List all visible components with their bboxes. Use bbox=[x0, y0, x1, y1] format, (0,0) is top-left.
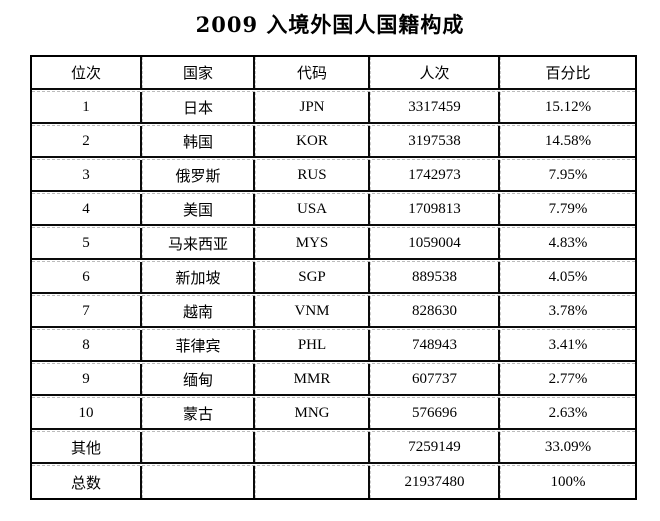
table-row-total: 总数 21937480 100% bbox=[32, 465, 635, 498]
cell-code bbox=[255, 432, 370, 462]
cell-count: 889538 bbox=[370, 262, 500, 292]
cell-rank: 9 bbox=[32, 364, 142, 394]
header-cell-country: 国家 bbox=[142, 57, 255, 88]
cell-percent: 33.09% bbox=[500, 432, 635, 462]
cell-country: 菲律宾 bbox=[142, 330, 255, 360]
cell-count: 828630 bbox=[370, 296, 500, 326]
cell-code: JPN bbox=[255, 92, 370, 122]
cell-percent: 7.79% bbox=[500, 194, 635, 224]
cell-code: MNG bbox=[255, 398, 370, 428]
cell-code: RUS bbox=[255, 160, 370, 190]
cell-rank: 8 bbox=[32, 330, 142, 360]
table-row: 10 蒙古 MNG 576696 2.63% bbox=[32, 397, 635, 430]
cell-code: MMR bbox=[255, 364, 370, 394]
cell-rank: 2 bbox=[32, 126, 142, 156]
cell-percent: 2.63% bbox=[500, 398, 635, 428]
cell-code: KOR bbox=[255, 126, 370, 156]
cell-code: VNM bbox=[255, 296, 370, 326]
table-row: 5 马来西亚 MYS 1059004 4.83% bbox=[32, 227, 635, 260]
cell-count: 3317459 bbox=[370, 92, 500, 122]
table-row: 8 菲律宾 PHL 748943 3.41% bbox=[32, 329, 635, 362]
cell-count: 576696 bbox=[370, 398, 500, 428]
cell-percent: 15.12% bbox=[500, 92, 635, 122]
cell-country: 韩国 bbox=[142, 126, 255, 156]
cell-rank: 5 bbox=[32, 228, 142, 258]
cell-country: 日本 bbox=[142, 92, 255, 122]
cell-count: 607737 bbox=[370, 364, 500, 394]
table-row: 6 新加坡 SGP 889538 4.05% bbox=[32, 261, 635, 294]
cell-percent: 2.77% bbox=[500, 364, 635, 394]
cell-count: 1709813 bbox=[370, 194, 500, 224]
cell-country: 美国 bbox=[142, 194, 255, 224]
cell-country: 马来西亚 bbox=[142, 228, 255, 258]
cell-country: 蒙古 bbox=[142, 398, 255, 428]
page-title: 2009 入境外国人国籍构成 bbox=[195, 12, 465, 37]
cell-percent: 7.95% bbox=[500, 160, 635, 190]
cell-code: MYS bbox=[255, 228, 370, 258]
cell-percent: 4.05% bbox=[500, 262, 635, 292]
cell-code: USA bbox=[255, 194, 370, 224]
header-cell-code: 代码 bbox=[255, 57, 370, 88]
table-row: 2 韩国 KOR 3197538 14.58% bbox=[32, 125, 635, 158]
cell-rank: 3 bbox=[32, 160, 142, 190]
cell-percent: 14.58% bbox=[500, 126, 635, 156]
header-cell-percent: 百分比 bbox=[500, 57, 635, 88]
header-cell-rank: 位次 bbox=[32, 57, 142, 88]
cell-rank: 10 bbox=[32, 398, 142, 428]
table-row: 7 越南 VNM 828630 3.78% bbox=[32, 295, 635, 328]
data-table: 位次 国家 代码 人次 百分比 1 日本 JPN 3317459 15.12% … bbox=[30, 55, 637, 500]
cell-percent: 100% bbox=[500, 466, 635, 498]
cell-rank: 其他 bbox=[32, 432, 142, 462]
cell-count: 3197538 bbox=[370, 126, 500, 156]
cell-country bbox=[142, 432, 255, 462]
table-row: 3 俄罗斯 RUS 1742973 7.95% bbox=[32, 159, 635, 192]
cell-country: 新加坡 bbox=[142, 262, 255, 292]
cell-count: 21937480 bbox=[370, 466, 500, 498]
page: 2009 入境外国人国籍构成 位次 国家 代码 人次 百分比 1 日本 JPN … bbox=[30, 12, 637, 500]
table-header-row: 位次 国家 代码 人次 百分比 bbox=[32, 57, 635, 90]
cell-rank: 7 bbox=[32, 296, 142, 326]
cell-count: 748943 bbox=[370, 330, 500, 360]
cell-country: 俄罗斯 bbox=[142, 160, 255, 190]
cell-rank: 4 bbox=[32, 194, 142, 224]
cell-count: 1059004 bbox=[370, 228, 500, 258]
cell-country: 越南 bbox=[142, 296, 255, 326]
cell-count: 7259149 bbox=[370, 432, 500, 462]
cell-count: 1742973 bbox=[370, 160, 500, 190]
table-row: 9 缅甸 MMR 607737 2.77% bbox=[32, 363, 635, 396]
cell-percent: 4.83% bbox=[500, 228, 635, 258]
table-row-others: 其他 7259149 33.09% bbox=[32, 431, 635, 464]
table-row: 4 美国 USA 1709813 7.79% bbox=[32, 193, 635, 226]
table-row: 1 日本 JPN 3317459 15.12% bbox=[32, 91, 635, 124]
cell-code: PHL bbox=[255, 330, 370, 360]
cell-percent: 3.41% bbox=[500, 330, 635, 360]
header-cell-count: 人次 bbox=[370, 57, 500, 88]
cell-country: 缅甸 bbox=[142, 364, 255, 394]
cell-rank: 1 bbox=[32, 92, 142, 122]
cell-code: SGP bbox=[255, 262, 370, 292]
cell-rank: 总数 bbox=[32, 466, 142, 498]
cell-rank: 6 bbox=[32, 262, 142, 292]
cell-code bbox=[255, 466, 370, 498]
cell-country bbox=[142, 466, 255, 498]
cell-percent: 3.78% bbox=[500, 296, 635, 326]
